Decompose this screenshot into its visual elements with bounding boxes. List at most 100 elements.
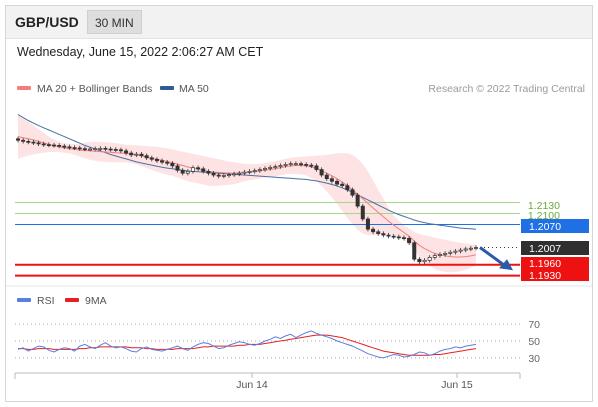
ma20-legend-swatch xyxy=(17,86,31,90)
candle-body xyxy=(268,166,273,169)
candle-body xyxy=(180,169,185,174)
candle-body xyxy=(242,171,247,174)
chart-header: GBP/USD 30 MIN xyxy=(6,6,592,39)
candle-body xyxy=(216,174,221,177)
candle-body xyxy=(139,153,144,156)
candle-body xyxy=(41,143,46,146)
candle-body xyxy=(196,167,201,170)
candle xyxy=(376,229,381,236)
candle xyxy=(160,158,165,165)
candle-body xyxy=(15,138,21,141)
candle-body xyxy=(309,164,314,167)
candle-body xyxy=(232,173,237,176)
candle xyxy=(170,161,175,169)
candle xyxy=(448,250,453,256)
candle xyxy=(340,181,345,188)
candle-body xyxy=(299,163,304,166)
candle xyxy=(278,163,283,169)
candle-body xyxy=(67,146,72,149)
candle-body xyxy=(407,237,412,244)
candle-body xyxy=(314,165,319,170)
candle xyxy=(273,164,278,170)
candle xyxy=(437,252,442,258)
candle-body xyxy=(350,189,355,196)
candle xyxy=(386,232,391,239)
candle xyxy=(134,151,139,158)
candle xyxy=(108,146,113,152)
candle-body xyxy=(293,163,298,166)
candle xyxy=(88,146,93,152)
support-tag: 1.1960 1.1930 xyxy=(521,257,589,282)
rsi-line xyxy=(17,330,477,359)
candle-body xyxy=(98,147,103,150)
candle xyxy=(144,153,149,161)
candle xyxy=(443,251,448,257)
candle-body xyxy=(46,144,51,147)
candle xyxy=(355,192,360,209)
candle-body xyxy=(335,180,340,185)
candle xyxy=(252,168,257,174)
candle-body xyxy=(252,170,257,172)
candle xyxy=(247,169,252,175)
candle xyxy=(257,167,262,173)
candle-body xyxy=(170,162,175,167)
candle xyxy=(139,151,144,158)
ma9-legend-swatch xyxy=(65,298,79,302)
candle-body xyxy=(468,247,473,250)
candle xyxy=(57,143,62,149)
candle-body xyxy=(360,205,365,220)
candle xyxy=(185,169,190,176)
candle xyxy=(46,142,51,148)
candle xyxy=(180,168,185,176)
candle xyxy=(124,148,129,156)
candle xyxy=(36,140,41,147)
candle-body xyxy=(304,164,309,166)
candle-body xyxy=(345,185,350,191)
ma50-legend-swatch xyxy=(160,86,174,90)
candle-body xyxy=(82,148,87,151)
credit-label: Research © 2022 Trading Central xyxy=(428,83,585,95)
rsi-tick-label: 70 xyxy=(528,319,540,331)
forecast-arrow-head xyxy=(499,259,513,271)
candle-body xyxy=(160,160,165,163)
candle-body xyxy=(288,163,293,166)
candle xyxy=(52,142,57,148)
candle xyxy=(15,136,21,143)
candle-body xyxy=(108,148,113,151)
timestamp: Wednesday, June 15, 2022 2:06:27 AM CET xyxy=(17,45,264,59)
candle-body xyxy=(396,236,401,239)
candle xyxy=(463,246,468,253)
candle xyxy=(154,157,159,163)
candle-body xyxy=(118,149,123,152)
candle-body xyxy=(257,169,262,171)
candle xyxy=(77,145,82,151)
candle xyxy=(41,141,46,147)
candle-body xyxy=(324,174,329,180)
ma9-legend-label: 9MA xyxy=(85,295,107,307)
candle xyxy=(129,150,134,158)
candle-body xyxy=(185,171,190,174)
candle xyxy=(365,216,370,232)
candle xyxy=(165,160,170,166)
candle-body xyxy=(412,242,417,260)
candle-body xyxy=(36,142,41,145)
candle xyxy=(31,139,36,146)
candle-body xyxy=(226,174,231,177)
candle-body xyxy=(453,250,458,253)
candle-body xyxy=(329,178,334,182)
candle xyxy=(304,162,309,168)
rsi-legend-swatch xyxy=(17,298,31,302)
candle-body xyxy=(463,248,468,251)
candle xyxy=(62,143,67,150)
candle-body xyxy=(52,144,57,147)
candle-body xyxy=(437,254,442,256)
candle-body xyxy=(31,141,36,144)
candle-body xyxy=(371,228,376,233)
candle xyxy=(391,233,396,240)
candle-body xyxy=(273,166,278,168)
candle-body xyxy=(237,172,242,175)
timeframe-button[interactable]: 30 MIN xyxy=(87,10,142,34)
candle xyxy=(268,165,273,171)
candle xyxy=(407,236,412,245)
candle-body xyxy=(190,167,195,172)
